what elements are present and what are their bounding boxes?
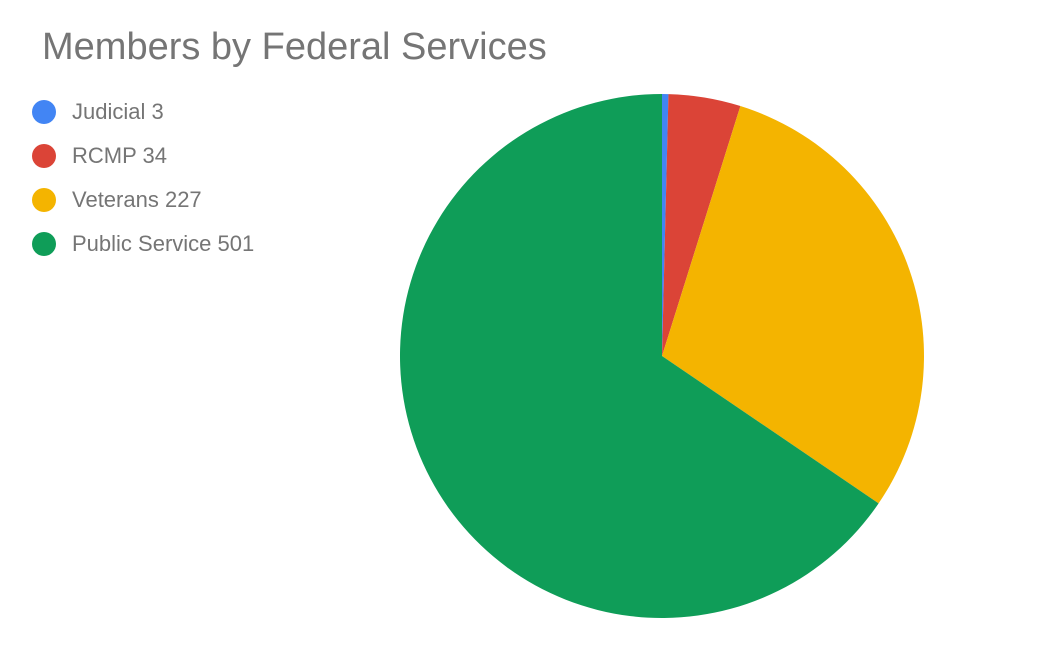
legend-item-judicial[interactable]: Judicial 3 — [32, 90, 254, 134]
legend-label-public-service: Public Service 501 — [72, 231, 255, 256]
legend-dot-veterans — [32, 188, 56, 212]
slice-judicial[interactable] — [662, 94, 669, 356]
legend-item-veterans[interactable]: Veterans 227 — [32, 178, 254, 222]
legend-dot-rcmp — [32, 144, 56, 168]
chart-title: Members by Federal Services — [42, 26, 547, 68]
slice-public-service[interactable] — [399, 94, 879, 618]
legend-dot-public-service — [32, 232, 56, 256]
slice-rcmp[interactable] — [662, 94, 741, 356]
legend-item-rcmp[interactable]: RCMP 34 — [32, 134, 254, 178]
legend-dot-judicial — [32, 100, 56, 124]
legend-item-public-service[interactable]: Public Service 501 — [32, 222, 254, 266]
legend-label-judicial: Judicial 3 — [72, 99, 164, 124]
legend-label-rcmp: RCMP 34 — [72, 143, 167, 168]
slice-veterans[interactable] — [662, 106, 924, 504]
legend: Judicial 3 RCMP 34 Veterans 227 Public S… — [32, 90, 254, 266]
legend-label-veterans: Veterans 227 — [72, 187, 202, 212]
